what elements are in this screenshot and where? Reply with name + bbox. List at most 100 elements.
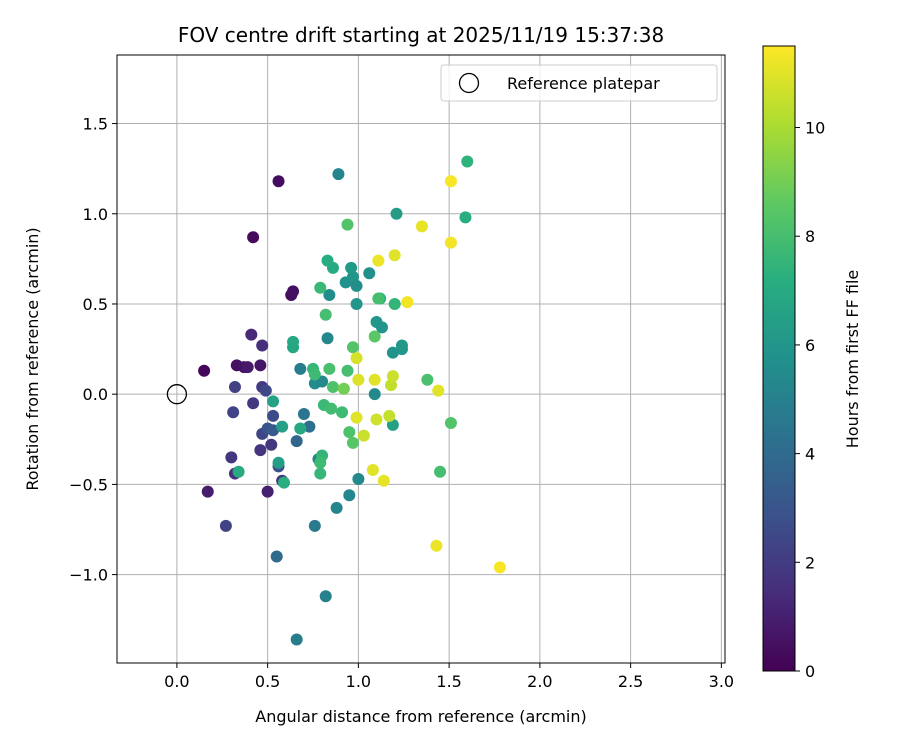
data-point (219, 519, 232, 532)
data-point (346, 436, 359, 449)
data-point (430, 539, 443, 552)
data-point (350, 279, 363, 292)
reference-platepar-marker (166, 384, 188, 405)
x-tick-label: 2.5 (618, 672, 643, 691)
colorbar-gradient (762, 45, 796, 672)
data-point (323, 362, 336, 375)
data-points (198, 155, 506, 646)
data-point (370, 413, 383, 426)
data-point (228, 380, 241, 393)
data-point (245, 328, 258, 341)
colorbar-tick-label: 2 (805, 553, 815, 572)
data-point (415, 220, 428, 233)
colorbar: 0 2 4 6 8 10 Hours from first FF file (762, 45, 862, 681)
data-point (325, 402, 338, 415)
data-point (308, 368, 321, 381)
data-point (444, 175, 457, 188)
data-point (372, 292, 385, 305)
data-point (350, 411, 363, 424)
data-point (444, 417, 457, 430)
data-point (247, 231, 260, 244)
data-point (493, 561, 506, 574)
y-tick-label: 1.0 (83, 205, 108, 224)
x-tick-label: 0.0 (164, 672, 189, 691)
data-point (434, 465, 447, 478)
data-point (385, 379, 398, 392)
x-tick-label: 0.5 (255, 672, 280, 691)
data-point (386, 346, 399, 359)
data-point (368, 373, 381, 386)
data-point (401, 296, 414, 309)
data-point (461, 155, 474, 168)
colorbar-label: Hours from first FF file (843, 270, 862, 449)
data-point (254, 444, 267, 457)
data-point (459, 211, 472, 224)
data-point (294, 362, 307, 375)
data-point (290, 435, 303, 448)
data-point (368, 330, 381, 343)
data-point (297, 408, 310, 421)
legend-box (440, 64, 718, 102)
x-tick-label: 3.0 (709, 672, 734, 691)
data-point (372, 254, 385, 267)
data-point (346, 341, 359, 354)
data-point (341, 218, 354, 231)
y-axis-ticks: −1.0 −0.5 0.0 0.5 1.0 1.5 (69, 115, 117, 585)
legend: Reference platepar (440, 64, 718, 102)
data-point (386, 370, 399, 383)
data-point (272, 175, 285, 188)
data-point (357, 429, 370, 442)
data-point (225, 451, 238, 464)
x-tick-label: 1.5 (436, 672, 461, 691)
grid (117, 55, 725, 663)
data-point (343, 489, 356, 502)
data-point (276, 420, 289, 433)
data-point (390, 207, 403, 220)
colorbar-tick-label: 10 (805, 119, 825, 138)
data-point (287, 335, 300, 348)
data-point (303, 420, 316, 433)
data-point (241, 361, 254, 374)
y-tick-label: 0.5 (83, 295, 108, 314)
data-point (352, 373, 365, 386)
data-point (314, 281, 327, 294)
data-point (256, 339, 269, 352)
data-point (421, 373, 434, 386)
data-point (227, 406, 240, 419)
data-point (259, 384, 272, 397)
data-point (308, 519, 321, 532)
data-point (375, 321, 388, 334)
data-point (247, 397, 260, 410)
x-axis-ticks: 0.0 0.5 1.0 1.5 2.0 2.5 3.0 (164, 663, 734, 691)
data-point (232, 465, 245, 478)
data-point (290, 633, 303, 646)
chart-title: FOV centre drift starting at 2025/11/19 … (178, 23, 664, 47)
data-point (323, 288, 336, 301)
data-point (319, 590, 332, 603)
data-point (261, 485, 274, 498)
data-point (368, 388, 381, 401)
colorbar-tick-label: 8 (805, 227, 815, 246)
data-point (267, 395, 280, 408)
data-point (321, 332, 334, 345)
data-point (343, 426, 356, 439)
y-axis-label: Rotation from reference (arcmin) (23, 227, 42, 490)
y-tick-label: 1.5 (83, 115, 108, 134)
data-point (321, 254, 334, 267)
data-point (363, 267, 376, 280)
data-point (352, 472, 365, 485)
y-tick-label: 0.0 (83, 385, 108, 404)
data-point (319, 308, 332, 321)
data-point (350, 297, 363, 310)
data-point (377, 474, 390, 487)
data-point (350, 352, 363, 365)
x-axis-label: Angular distance from reference (arcmin) (255, 707, 586, 726)
data-point (366, 463, 379, 476)
data-point (287, 285, 300, 298)
data-point (270, 550, 283, 563)
data-point (346, 270, 359, 283)
plot-frame (116, 54, 726, 664)
data-point (388, 249, 401, 262)
data-point (337, 382, 350, 395)
